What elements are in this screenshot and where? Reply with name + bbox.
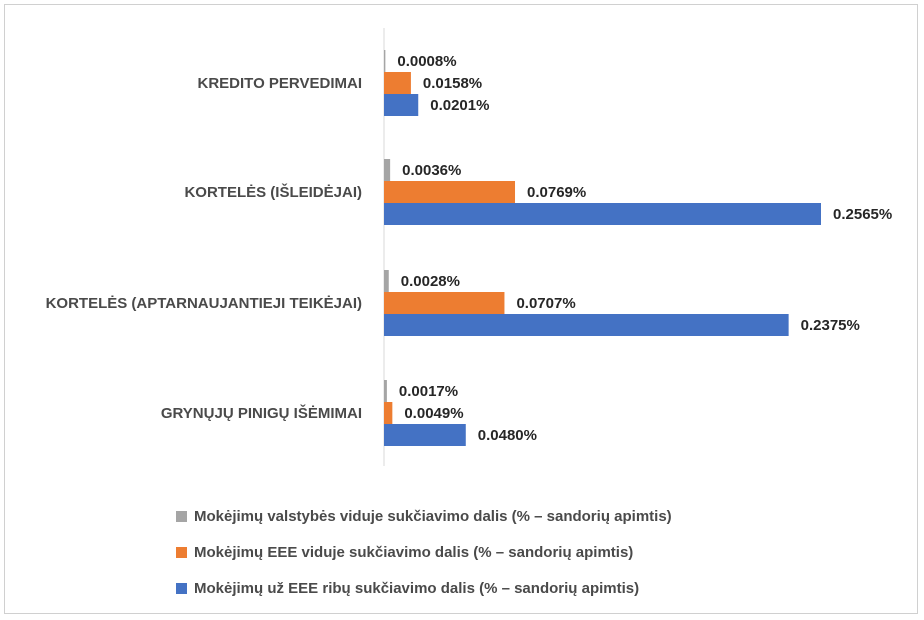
bar	[384, 424, 466, 446]
legend-label: Mokėjimų valstybės viduje sukčiavimo dal…	[194, 507, 672, 525]
bar	[384, 159, 391, 181]
category-label: GRYNŲJŲ PINIGŲ IŠĖMIMAI	[161, 404, 362, 422]
legend-item: Mokėjimų EEE viduje sukčiavimo dalis (% …	[176, 534, 816, 570]
legend-item: Mokėjimų už EEE ribų sukčiavimo dalis (%…	[176, 570, 816, 606]
data-label: 0.0028%	[401, 273, 460, 290]
legend-label: Mokėjimų EEE viduje sukčiavimo dalis (% …	[194, 543, 634, 561]
legend-swatch	[176, 546, 187, 558]
bar	[384, 402, 393, 424]
data-label: 0.2565%	[833, 206, 892, 223]
data-label: 0.2375%	[801, 317, 860, 334]
data-label: 0.0707%	[516, 295, 575, 312]
data-label: 0.0480%	[478, 427, 537, 444]
bar	[384, 50, 386, 72]
bar	[384, 181, 516, 203]
data-label: 0.0036%	[402, 162, 461, 179]
data-label: 0.0201%	[430, 97, 489, 114]
legend-swatch	[176, 510, 187, 522]
category-label: KORTELĖS (IŠLEIDĖJAI)	[184, 183, 362, 201]
legend-label: Mokėjimų už EEE ribų sukčiavimo dalis (%…	[194, 579, 640, 597]
bar	[384, 72, 411, 94]
bar	[384, 203, 821, 225]
category-label: KORTELĖS (APTARNAUJANTIEJI TEIKĖJAI)	[46, 295, 362, 312]
data-label: 0.0008%	[397, 53, 456, 70]
data-label: 0.0158%	[423, 75, 482, 92]
legend-swatch	[176, 582, 187, 594]
chart-legend: Mokėjimų valstybės viduje sukčiavimo dal…	[176, 498, 816, 606]
data-label: 0.0017%	[399, 383, 458, 400]
bar	[384, 292, 505, 314]
data-label: 0.0049%	[404, 405, 463, 422]
data-label: 0.0769%	[527, 184, 586, 201]
bar	[384, 270, 389, 292]
bar	[384, 94, 419, 116]
bar	[384, 314, 789, 336]
bar	[384, 380, 387, 402]
category-label: KREDITO PERVEDIMAI	[198, 75, 362, 92]
legend-item: Mokėjimų valstybės viduje sukčiavimo dal…	[176, 498, 816, 534]
